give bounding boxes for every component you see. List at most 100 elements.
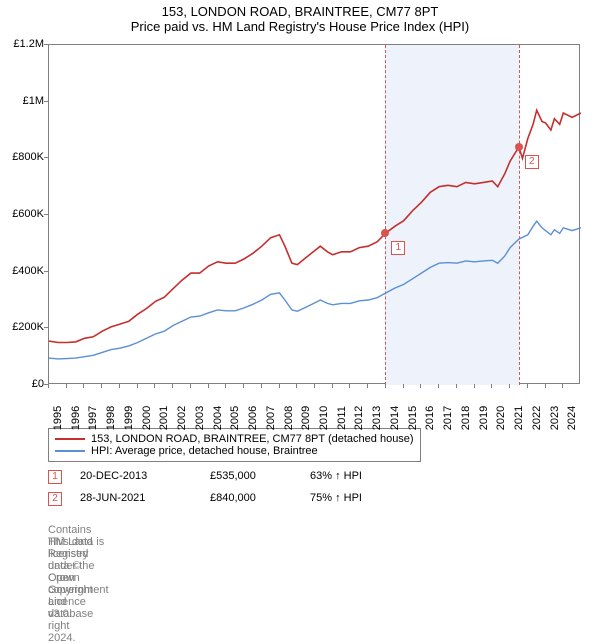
x-tick-label: 2003: [194, 406, 206, 430]
x-tick: [527, 384, 528, 388]
x-tick-label: 2018: [460, 406, 472, 430]
x-tick: [385, 384, 386, 388]
sale-date: 28-JUN-2021: [80, 492, 145, 504]
x-tick-label: 2000: [141, 406, 153, 430]
legend-box: 153, LONDON ROAD, BRAINTREE, CM77 8PT (d…: [48, 428, 421, 462]
sale-pct: 75% ↑ HPI: [310, 492, 362, 504]
sale-row: 2 28-JUN-2021 £840,000 75% ↑ HPI: [48, 492, 568, 506]
x-tick: [491, 384, 492, 388]
plot-area: 12: [48, 44, 580, 384]
x-tick-label: 1998: [105, 406, 117, 430]
y-tick-label: £200K: [0, 321, 44, 333]
x-tick: [438, 384, 439, 388]
y-tick-label: £600K: [0, 208, 44, 220]
x-tick-label: 2004: [212, 406, 224, 430]
x-tick-label: 2023: [549, 406, 561, 430]
x-tick: [403, 384, 404, 388]
x-tick: [172, 384, 173, 388]
chart-container: 153, LONDON ROAD, BRAINTREE, CM77 8PT Pr…: [0, 0, 600, 560]
y-tick-label: £400K: [0, 265, 44, 277]
y-tick: [44, 214, 48, 215]
series-svg: [49, 45, 581, 385]
chart-title: 153, LONDON ROAD, BRAINTREE, CM77 8PT: [0, 0, 600, 19]
sale-date: 20-DEC-2013: [80, 470, 147, 482]
x-tick-label: 2024: [566, 406, 578, 430]
x-tick: [190, 384, 191, 388]
x-tick: [456, 384, 457, 388]
legend-label: HPI: Average price, detached house, Brai…: [91, 445, 318, 457]
y-tick-label: £0: [0, 378, 44, 390]
x-tick-label: 2001: [158, 406, 170, 430]
y-tick: [44, 271, 48, 272]
x-tick-label: 2002: [176, 406, 188, 430]
y-tick: [44, 101, 48, 102]
x-tick: [119, 384, 120, 388]
x-tick-label: 2012: [353, 406, 365, 430]
legend-swatch: [55, 450, 85, 452]
x-tick-label: 1996: [70, 406, 82, 430]
x-tick: [474, 384, 475, 388]
x-tick: [420, 384, 421, 388]
x-tick: [261, 384, 262, 388]
x-tick-label: 2010: [318, 406, 330, 430]
x-tick-label: 1999: [123, 406, 135, 430]
sale-row-marker: 2: [48, 492, 62, 506]
x-tick: [225, 384, 226, 388]
sale-price: £840,000: [210, 492, 256, 504]
x-tick-label: 2020: [495, 406, 507, 430]
x-tick: [154, 384, 155, 388]
y-tick-label: £1M: [0, 95, 44, 107]
x-tick-label: 2014: [389, 406, 401, 430]
x-tick: [66, 384, 67, 388]
x-tick-label: 2011: [336, 406, 348, 430]
x-tick: [296, 384, 297, 388]
x-tick-label: 2005: [229, 406, 241, 430]
chart-subtitle: Price paid vs. HM Land Registry's House …: [0, 19, 600, 38]
x-tick: [83, 384, 84, 388]
y-tick-label: £1.2M: [0, 38, 44, 50]
x-tick: [314, 384, 315, 388]
sale-price: £535,000: [210, 470, 256, 482]
series-line: [49, 110, 581, 342]
x-tick: [562, 384, 563, 388]
x-tick: [48, 384, 49, 388]
x-tick-label: 2006: [247, 406, 259, 430]
sale-marker-box: 2: [525, 155, 539, 169]
x-tick: [509, 384, 510, 388]
y-tick: [44, 44, 48, 45]
sale-row-marker: 1: [48, 470, 62, 484]
sale-marker-box: 1: [391, 241, 405, 255]
series-line: [49, 221, 581, 359]
x-tick-label: 1997: [87, 406, 99, 430]
sale-dot: [381, 229, 389, 237]
legend-row: HPI: Average price, detached house, Brai…: [55, 445, 414, 457]
legend-label: 153, LONDON ROAD, BRAINTREE, CM77 8PT (d…: [91, 433, 414, 445]
footer-line2: This data is licensed under the Open Gov…: [48, 536, 109, 620]
sale-pct: 63% ↑ HPI: [310, 470, 362, 482]
x-tick-label: 2022: [531, 406, 543, 430]
x-tick-label: 2015: [407, 406, 419, 430]
x-tick-label: 2008: [283, 406, 295, 430]
x-tick-label: 2019: [478, 406, 490, 430]
x-tick: [208, 384, 209, 388]
legend-swatch: [55, 438, 85, 440]
x-tick: [243, 384, 244, 388]
legend-row: 153, LONDON ROAD, BRAINTREE, CM77 8PT (d…: [55, 433, 414, 445]
x-tick: [349, 384, 350, 388]
x-tick-label: 1995: [52, 406, 64, 430]
y-tick: [44, 327, 48, 328]
x-tick: [137, 384, 138, 388]
x-tick-label: 2021: [513, 406, 525, 430]
x-tick-label: 2013: [371, 406, 383, 430]
x-tick: [101, 384, 102, 388]
x-tick-label: 2009: [300, 406, 312, 430]
x-tick: [332, 384, 333, 388]
x-tick-label: 2007: [265, 406, 277, 430]
y-tick: [44, 157, 48, 158]
x-tick-label: 2017: [442, 406, 454, 430]
sale-dot: [515, 143, 523, 151]
x-tick: [545, 384, 546, 388]
x-tick: [367, 384, 368, 388]
x-tick-label: 2016: [424, 406, 436, 430]
sale-row: 1 20-DEC-2013 £535,000 63% ↑ HPI: [48, 470, 568, 484]
